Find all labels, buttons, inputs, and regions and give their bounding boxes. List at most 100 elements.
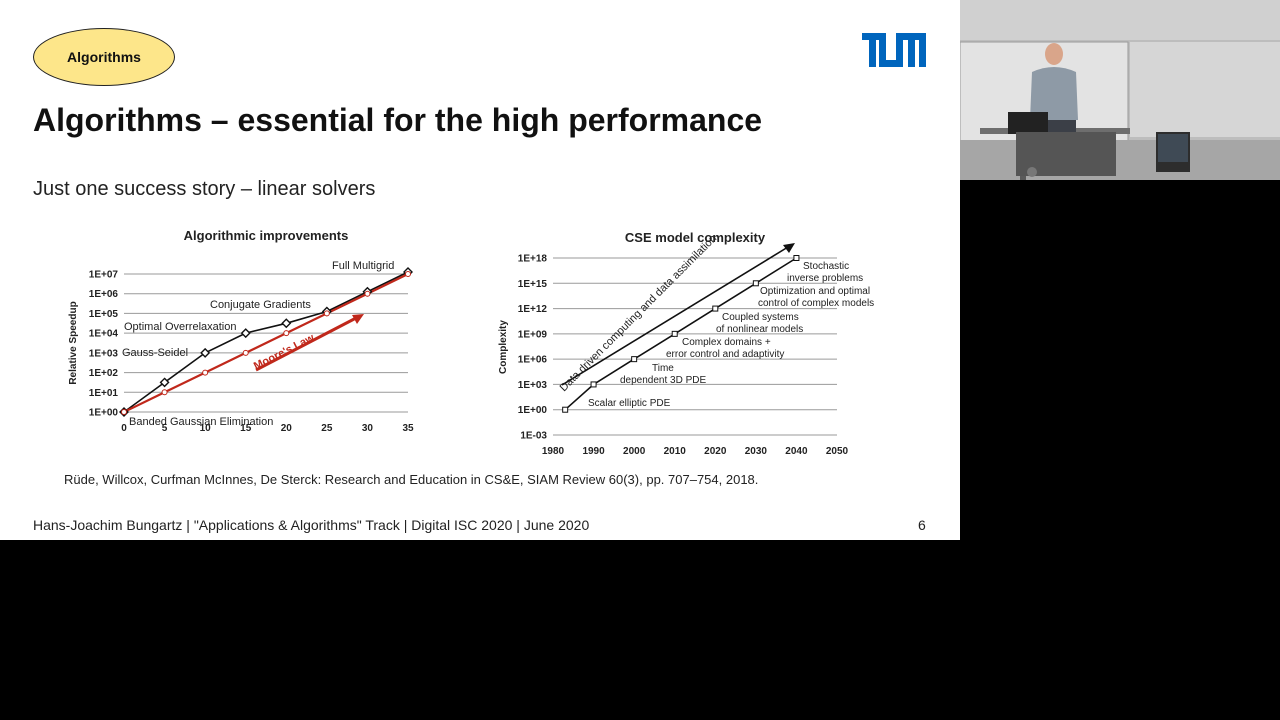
label-coupled-2: of nonlinear models (716, 324, 803, 335)
x-tick-label: 2030 (745, 446, 768, 455)
data-point (405, 271, 411, 277)
x-tick-label: 1990 (582, 446, 605, 455)
y-tick-label: 1E+09 (518, 329, 548, 340)
data-driven-arrow (561, 246, 789, 386)
x-tick-label: 35 (402, 423, 414, 434)
label-full-multigrid: Full Multigrid (332, 260, 394, 272)
cse-model-complexity-chart: CSE model complexity 1E-03 1E+00 1E+03 1E+0… (498, 230, 874, 455)
grid (553, 257, 837, 436)
y-tick-label: 1E+06 (89, 289, 119, 300)
label-gauss-seidel: Gauss-Seidel (122, 347, 188, 359)
x-tick-label: 2050 (826, 446, 849, 455)
algorithmic-improvements-chart: Algorithmic improvements 1E+00 1E+01 1E+02… (68, 228, 414, 434)
data-point (631, 356, 638, 363)
x-tick-label: 10 (200, 423, 212, 434)
data-point (793, 255, 800, 261)
grid (124, 273, 408, 413)
y-tick-label: 1E-03 (520, 431, 547, 442)
slide-footer: Hans-Joachim Bungartz | "Applications & … (33, 517, 590, 533)
moores-law-label: Moore's Law (252, 332, 317, 373)
y-tick-label: 1E+06 (518, 355, 548, 366)
x-tick-label: 20 (281, 423, 293, 434)
series-line (123, 273, 409, 413)
x-ticks: 1980 1990 2000 2010 2020 2030 2040 2050 (542, 446, 849, 455)
data-point (671, 330, 678, 337)
x-ticks: 0 5 10 15 20 25 30 35 (121, 423, 414, 434)
data-point (161, 389, 168, 396)
y-tick-label: 1E+15 (518, 279, 548, 290)
x-tick-label: 30 (362, 423, 374, 434)
presenter-video (960, 0, 1280, 180)
slide-subtitle: Just one success story – linear solvers (33, 178, 376, 200)
data-point (323, 310, 330, 317)
data-point (283, 330, 290, 337)
presenter-video-frame (960, 0, 1280, 180)
label-conjugate-gradients: Conjugate Gradients (210, 299, 311, 311)
label-complex-domains-2: error control and adaptivity (666, 349, 784, 360)
data-point (281, 318, 292, 329)
x-tick-label: 25 (321, 423, 333, 434)
y-ticks: 1E+00 1E+01 1E+02 1E+03 1E+04 1E+05 1E+06 1E+07 (89, 270, 119, 419)
x-tick-label: 0 (121, 423, 127, 434)
data-point (242, 349, 249, 356)
data-point (752, 280, 759, 287)
slide: Algorithms Algorithms – essential for th… (0, 0, 960, 540)
y-tick-label: 1E+01 (89, 388, 119, 399)
label-stochastic: Stochastic (803, 261, 849, 272)
y-tick-label: 1E+04 (89, 329, 119, 340)
y-tick-label: 1E+03 (518, 380, 548, 391)
moores-law-arrowhead (352, 314, 364, 324)
x-tick-label: 2000 (623, 446, 646, 455)
data-point (562, 406, 569, 413)
y-tick-label: 1E+03 (89, 348, 119, 359)
label-complex-domains: Complex domains + (682, 337, 771, 348)
label-stochastic-2: inverse problems (787, 273, 863, 284)
y-tick-label: 1E+07 (89, 270, 119, 281)
series-markers (562, 255, 800, 413)
topic-badge: Algorithms (33, 28, 175, 86)
y-tick-label: 1E+00 (89, 408, 119, 419)
data-point (202, 369, 209, 376)
label-optimization-2: control of complex models (758, 298, 874, 309)
slide-title: Algorithms – essential for the high perf… (33, 102, 763, 138)
label-banded-gaussian: Banded Gaussian Elimination (129, 416, 273, 428)
y-ticks: 1E-03 1E+00 1E+03 1E+06 1E+09 1E+12 1E+15 1E+18 (518, 254, 548, 442)
chart-title: CSE model complexity (625, 230, 766, 245)
data-point (159, 377, 170, 388)
x-tick-label: 2010 (664, 446, 687, 455)
tum-logo (862, 33, 926, 67)
data-driven-label: Data driven computing and data assimilat… (558, 233, 720, 395)
label-optimal-overrelaxation: Optimal Overrelaxation (124, 321, 237, 333)
moores-law-arrow (255, 315, 359, 372)
series-line (123, 271, 409, 413)
data-point (121, 409, 127, 415)
label-coupled: Coupled systems (722, 312, 799, 323)
x-tick-label: 2040 (785, 446, 808, 455)
data-driven-arrowhead (783, 243, 795, 253)
y-axis-label: Relative Speedup (68, 301, 79, 384)
data-point (712, 305, 719, 312)
data-point (364, 290, 371, 297)
label-scalar-elliptic: Scalar elliptic PDE (588, 398, 671, 409)
label-optimization: Optimization and optimal (760, 286, 870, 297)
y-tick-label: 1E+12 (518, 304, 548, 315)
y-tick-label: 1E+02 (89, 368, 119, 379)
x-tick-label: 5 (162, 423, 168, 434)
chart-title: Algorithmic improvements (184, 228, 349, 243)
data-point (200, 347, 211, 358)
label-time: Time (652, 363, 674, 374)
data-point (240, 328, 251, 339)
x-tick-label: 1980 (542, 446, 565, 455)
y-tick-label: 1E+00 (518, 405, 548, 416)
data-point (590, 381, 597, 388)
x-tick-label: 15 (240, 423, 252, 434)
citation: Rüde, Willcox, Curfman McInnes, De Sterc… (64, 472, 759, 487)
y-tick-label: 1E+05 (89, 309, 119, 320)
series-lines (123, 271, 409, 413)
page-number: 6 (918, 517, 926, 533)
y-tick-label: 1E+18 (518, 254, 548, 265)
y-axis-label: Complexity (498, 320, 509, 374)
x-tick-label: 2020 (704, 446, 727, 455)
series-markers (119, 267, 413, 417)
label-time-2: dependent 3D PDE (620, 375, 707, 386)
